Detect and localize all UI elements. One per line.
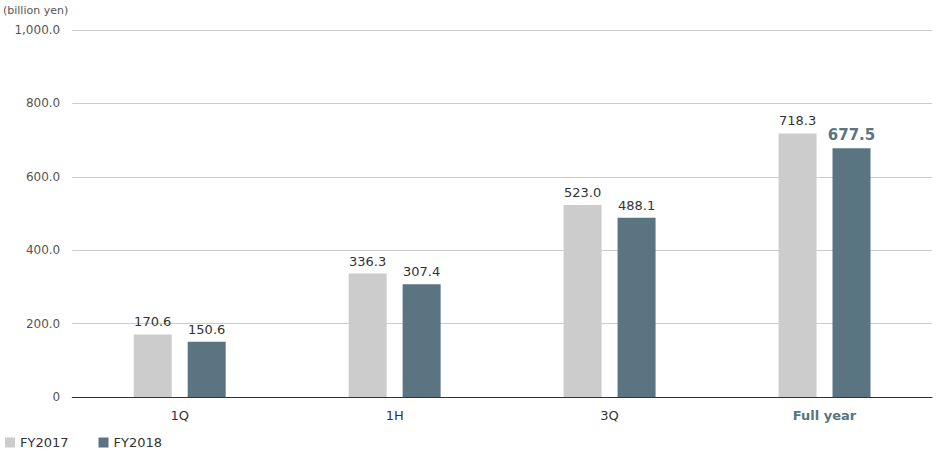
svg-text:200.0: 200.0 [26,317,60,331]
svg-text:1,000.0: 1,000.0 [14,23,60,37]
svg-text:800.0: 800.0 [26,96,60,110]
svg-text:3Q: 3Q [600,408,619,423]
svg-text:FY2018: FY2018 [114,435,163,450]
svg-text:0: 0 [53,390,61,404]
svg-text:FY2017: FY2017 [20,435,69,450]
svg-text:Full year: Full year [793,408,857,423]
svg-text:170.6: 170.6 [134,314,171,329]
svg-text:523.0: 523.0 [564,185,601,200]
svg-text:307.4: 307.4 [403,264,440,279]
svg-text:1Q: 1Q [170,408,189,423]
svg-text:1H: 1H [386,408,404,423]
svg-text:336.3: 336.3 [349,254,386,269]
svg-text:400.0: 400.0 [26,243,60,257]
svg-text:(billion yen): (billion yen) [3,4,68,17]
svg-text:488.1: 488.1 [618,198,655,213]
svg-text:718.3: 718.3 [779,113,816,128]
svg-text:150.6: 150.6 [188,322,225,337]
svg-text:600.0: 600.0 [26,170,60,184]
svg-text:677.5: 677.5 [828,126,875,144]
